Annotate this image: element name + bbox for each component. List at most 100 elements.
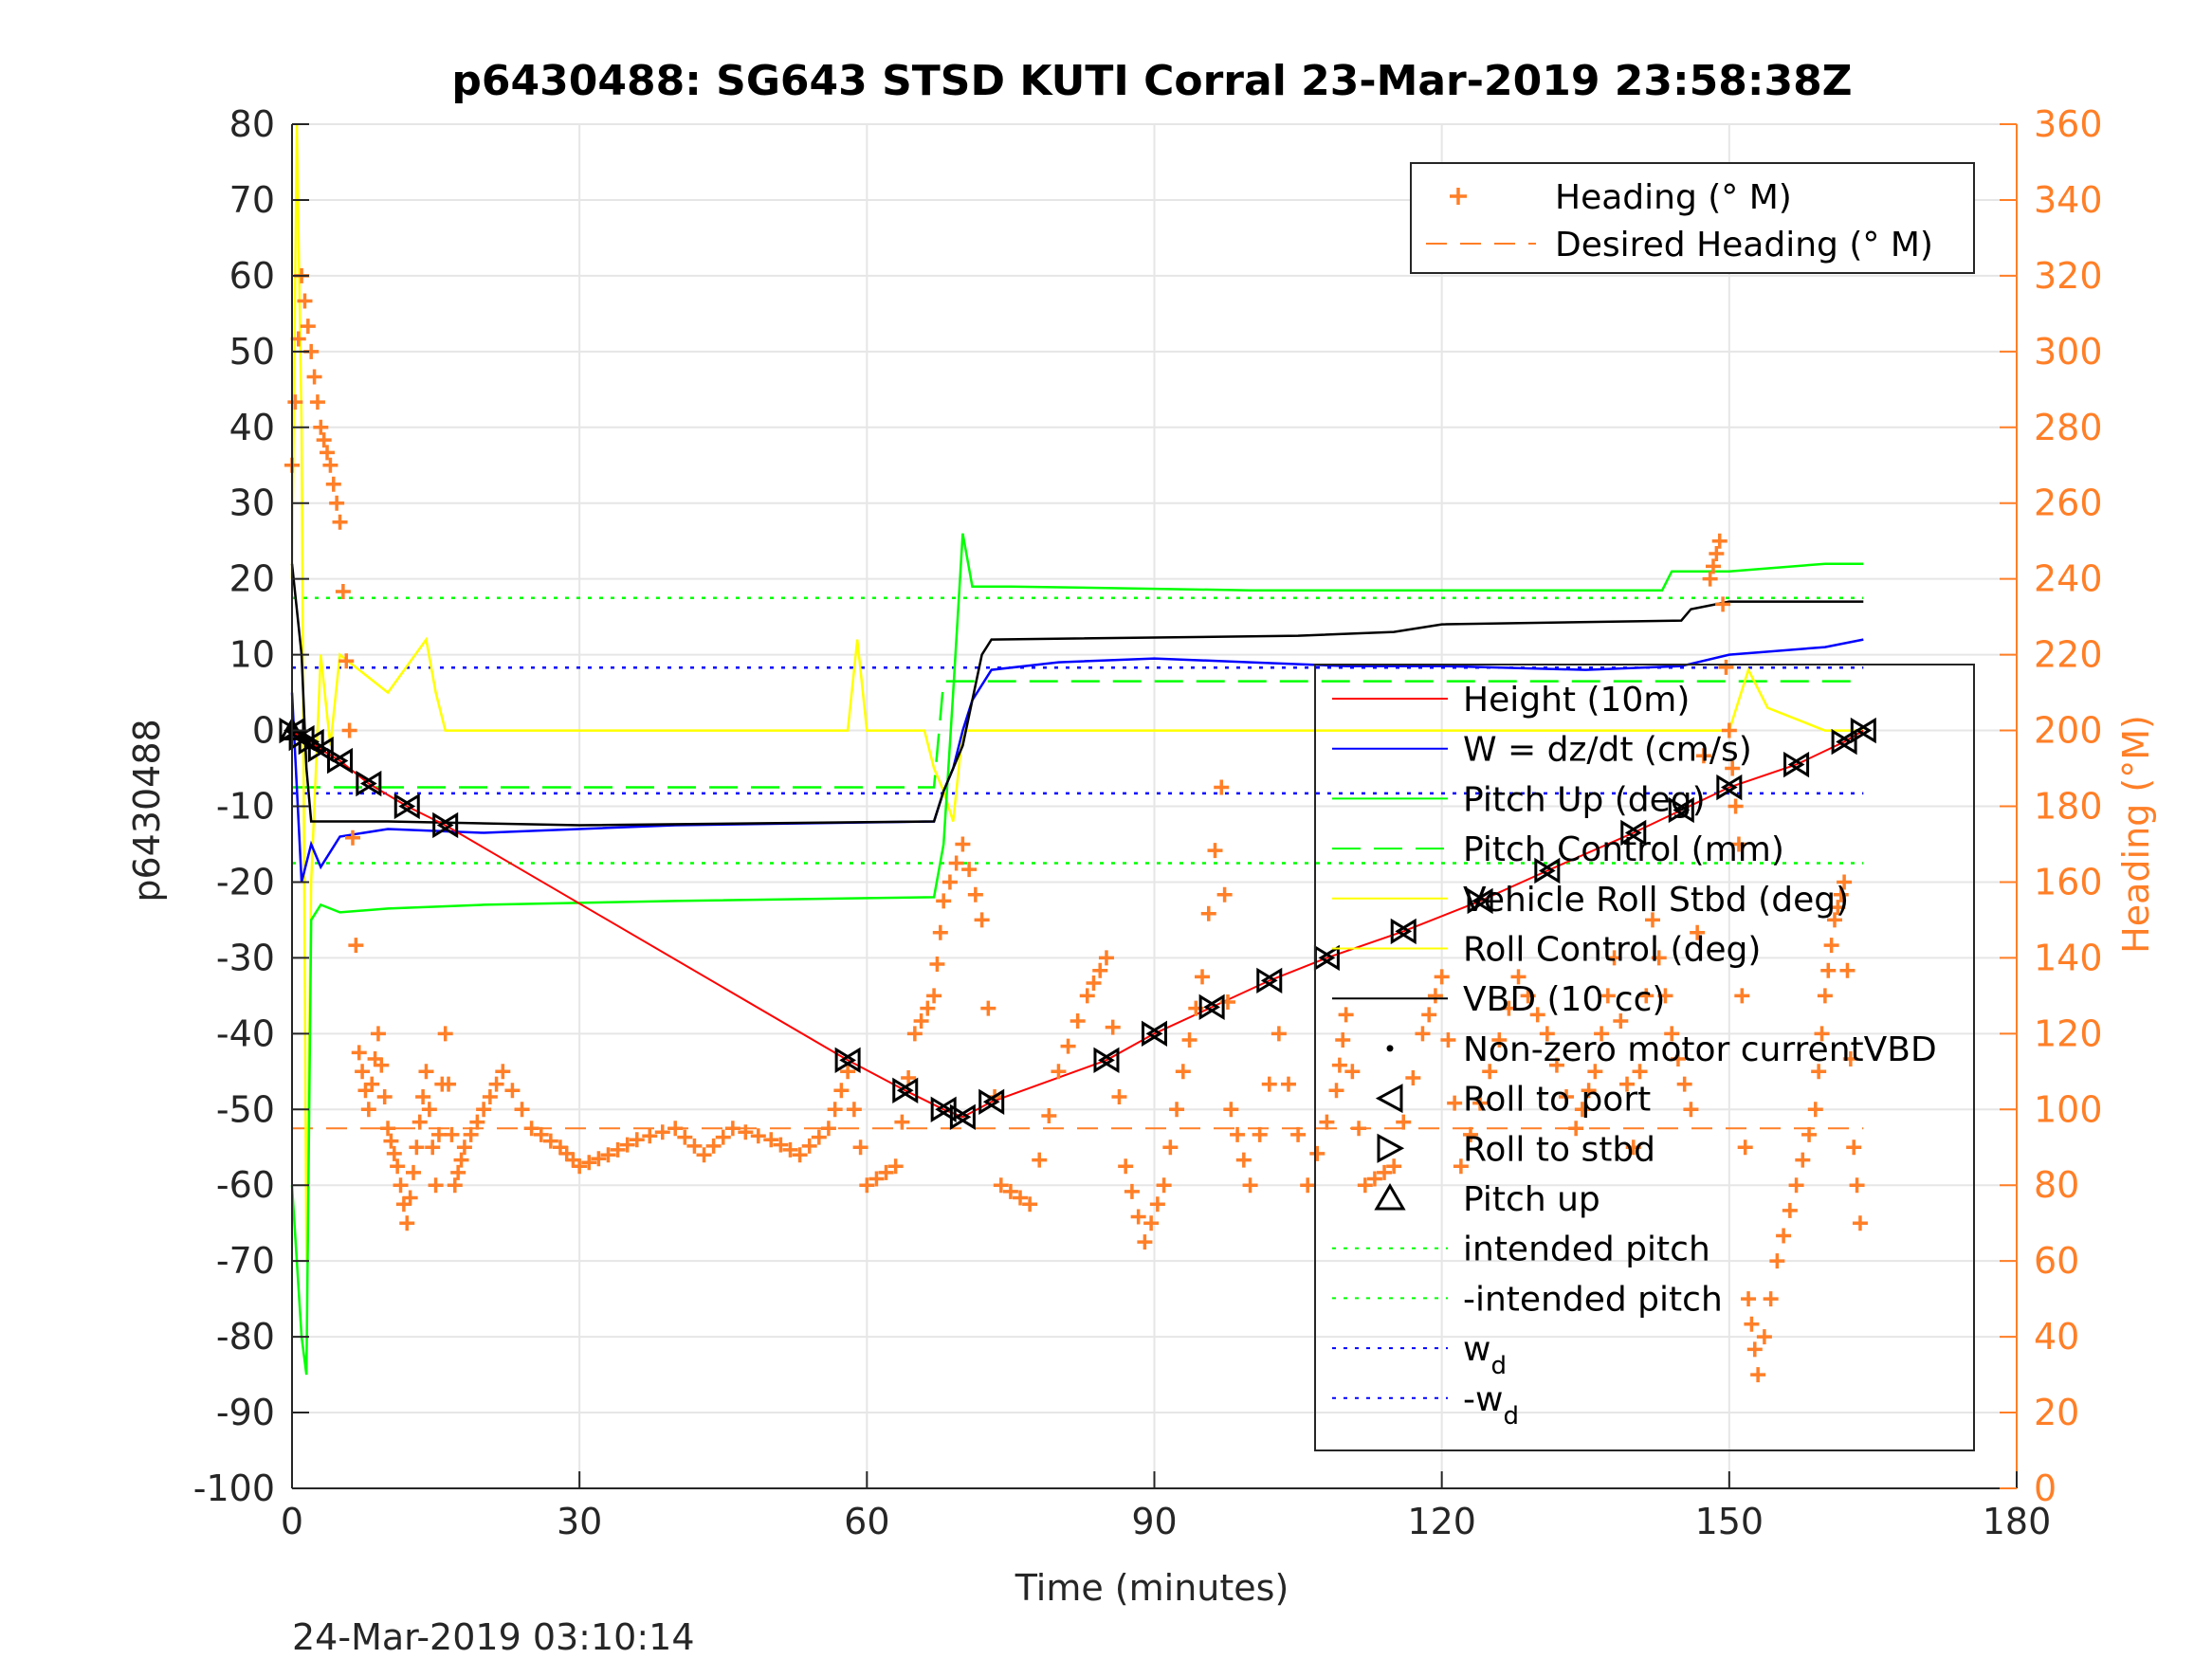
heading-marker <box>345 830 361 846</box>
heading-marker <box>750 1128 766 1144</box>
heading-marker <box>1223 1102 1239 1118</box>
legend-main-label: VBD (10 cc) <box>1463 980 1665 1019</box>
y-tick-label: -70 <box>216 1240 275 1282</box>
heading-marker <box>1060 1038 1076 1054</box>
roll-to-port-marker <box>1836 728 1857 756</box>
heading-marker <box>763 1132 779 1148</box>
roll-to-port-marker <box>312 736 334 763</box>
y2-tick-label: 120 <box>2034 1012 2103 1054</box>
heading-marker <box>1261 1076 1277 1092</box>
roll-to-stbd-marker <box>1093 1047 1115 1073</box>
y-tick-label: -10 <box>216 786 275 828</box>
heading-marker <box>437 1026 453 1042</box>
roll-to-port-marker <box>896 1077 919 1103</box>
heading-marker <box>1501 1000 1517 1016</box>
heading-marker <box>1846 1139 1862 1156</box>
heading-marker <box>1730 836 1746 852</box>
roll-to-port-marker <box>1203 994 1225 1021</box>
legend-main-label: Pitch Control (mm) <box>1463 830 1784 869</box>
y2-tick-label: 260 <box>2034 483 2103 524</box>
y-tick-label: -60 <box>216 1164 275 1206</box>
heading-marker <box>1280 1076 1296 1092</box>
heading-marker <box>1137 1234 1153 1250</box>
heading-marker <box>450 1164 466 1180</box>
heading-marker <box>1290 1126 1307 1142</box>
heading-marker <box>1415 1026 1431 1042</box>
heading-marker <box>1676 1076 1692 1092</box>
roll-to-port-marker <box>1472 887 1493 915</box>
roll-to-port-marker <box>1720 774 1743 801</box>
heading-marker <box>852 1139 868 1156</box>
series-vbd-10-cc- <box>290 563 1864 827</box>
legend-symbol <box>1386 1045 1394 1052</box>
roll-to-stbd-marker <box>1783 751 1805 778</box>
heading-marker <box>287 394 303 410</box>
heading-marker <box>1709 546 1725 562</box>
heading-marker <box>1664 1026 1680 1042</box>
heading-marker <box>654 1124 670 1140</box>
legend-main-label: Vehicle Roll Stbd (deg) <box>1463 881 1849 920</box>
heading-marker <box>469 1114 485 1130</box>
heading-marker <box>1782 1202 1798 1218</box>
heading-marker <box>1826 912 1842 928</box>
heading-marker <box>1817 988 1833 1004</box>
heading-marker <box>906 1026 923 1042</box>
heading-marker <box>1548 1057 1564 1073</box>
heading-marker <box>1105 1019 1121 1035</box>
roll-to-stbd-marker <box>930 1096 953 1122</box>
y-tick-label: -50 <box>216 1088 275 1130</box>
roll-to-stbd-marker <box>307 736 330 763</box>
roll-to-port-marker <box>1145 1020 1167 1048</box>
footer-timestamp: 24-Mar-2019 03:10:14 <box>292 1616 695 1658</box>
heading-marker <box>1741 1291 1757 1307</box>
heading-marker <box>1559 1088 1575 1104</box>
heading-marker <box>1331 1057 1347 1073</box>
heading-marker <box>1728 798 1744 814</box>
heading-marker <box>1823 938 1839 954</box>
heading-marker <box>1130 1209 1146 1225</box>
series-heading-markers <box>284 267 1868 1383</box>
heading-marker <box>402 1190 418 1206</box>
heading-marker <box>1032 1152 1048 1168</box>
y2-tick-label: 20 <box>2034 1392 2079 1433</box>
heading-marker <box>1725 760 1741 776</box>
heading-marker <box>629 1132 645 1148</box>
heading-marker <box>523 1121 539 1137</box>
heading-marker <box>572 1158 588 1175</box>
y-tick-label: 20 <box>229 558 275 600</box>
heading-marker <box>1086 975 1102 992</box>
heading-marker <box>1568 1121 1584 1137</box>
y2-tick-label: 40 <box>2034 1316 2079 1358</box>
heading-marker <box>1335 1032 1351 1048</box>
x-tick-label: 60 <box>844 1501 889 1542</box>
legend-main-label: Roll to stbd <box>1463 1130 1655 1169</box>
heading-marker <box>1606 950 1622 966</box>
roll-to-port-marker <box>398 793 420 820</box>
heading-marker <box>1734 988 1750 1004</box>
y-tick-label: 30 <box>229 483 275 524</box>
heading-marker <box>1594 1026 1610 1042</box>
heading-marker <box>306 369 322 385</box>
heading-marker <box>1520 988 1536 1004</box>
roll-to-port-marker <box>331 747 354 775</box>
heading-marker <box>1619 1076 1636 1092</box>
heading-marker <box>926 988 942 1004</box>
heading-marker <box>1491 1032 1508 1048</box>
heading-marker <box>1695 748 1711 764</box>
heading-marker <box>380 1121 396 1137</box>
y-tick-label: -40 <box>216 1012 275 1054</box>
heading-marker <box>1638 988 1654 1004</box>
heading-marker <box>1181 1032 1197 1048</box>
heading-marker <box>667 1121 684 1137</box>
heading-marker <box>1788 1177 1804 1194</box>
roll-to-port-marker <box>1318 944 1340 972</box>
heading-marker <box>325 476 341 492</box>
legend-top: Heading (° M) Desired Heading (° M) <box>1410 162 1975 274</box>
roll-to-port-marker <box>1260 967 1283 994</box>
y2-tick-label: 180 <box>2034 786 2103 828</box>
heading-marker <box>504 1083 521 1099</box>
legend-top-box <box>1410 162 1975 274</box>
heading-marker <box>399 1215 415 1231</box>
heading-marker <box>1683 1102 1699 1118</box>
heading-marker <box>1092 962 1108 978</box>
